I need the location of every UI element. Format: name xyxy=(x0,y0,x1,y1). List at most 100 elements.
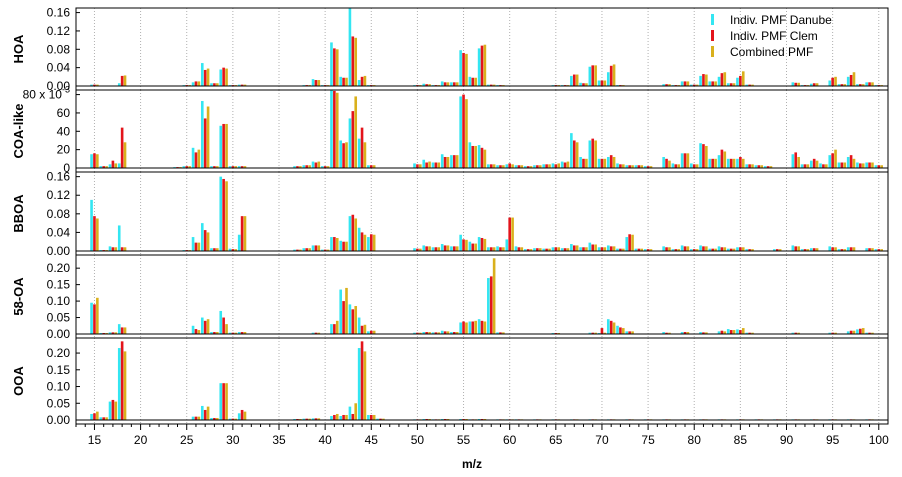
bar-combined-mz59 xyxy=(502,247,505,251)
bar-clem-mz98 xyxy=(859,84,862,86)
bar-combined-mz43 xyxy=(354,37,358,86)
y-tick-label: 60 xyxy=(57,106,71,120)
bar-clem-mz56 xyxy=(471,321,475,334)
bar-clem-mz91 xyxy=(794,82,798,86)
bar-danube-mz86 xyxy=(745,164,748,168)
bar-danube-mz77 xyxy=(662,156,665,168)
bar-clem-mz87 xyxy=(757,165,761,168)
bar-clem-mz37 xyxy=(296,249,299,251)
bar-combined-mz42 xyxy=(345,287,348,334)
bar-clem-mz44 xyxy=(360,325,364,334)
bar-combined-mz97 xyxy=(852,158,856,168)
bar-combined-mz71 xyxy=(612,322,616,334)
y-tick-label: 0 xyxy=(63,161,70,175)
bar-clem-mz51 xyxy=(425,246,428,251)
bar-combined-mz26 xyxy=(197,81,201,86)
bar-danube-mz28 xyxy=(210,332,213,334)
bar-clem-mz55 xyxy=(462,94,465,168)
panels: 0.00 0.04 0.08 0.12 0.16 HOA 0 20 40 60 80 x 10-3 C… xyxy=(11,6,889,427)
bar-combined-mz37 xyxy=(299,418,302,420)
bar-danube-mz40 xyxy=(320,249,324,251)
bar-combined-mz72 xyxy=(622,248,625,251)
bar-combined-mz54 xyxy=(455,332,459,334)
bar-combined-mz69 xyxy=(594,244,597,251)
bar-clem-mz99 xyxy=(868,82,871,86)
bar-clem-mz56 xyxy=(471,145,475,168)
bar-combined-mz45 xyxy=(372,414,376,420)
bar-clem-mz75 xyxy=(646,166,650,168)
bar-clem-mz80 xyxy=(692,164,696,168)
bar-combined-mz98 xyxy=(861,163,865,168)
bar-clem-mz41 xyxy=(333,237,336,251)
bar-danube-mz61 xyxy=(514,246,518,251)
bar-clem-mz91 xyxy=(794,152,798,168)
x-tick-label: 15 xyxy=(88,433,102,447)
bar-danube-mz69 xyxy=(588,242,592,251)
bar-clem-mz55 xyxy=(462,418,465,420)
bar-clem-mz43 xyxy=(351,36,355,86)
bar-danube-mz39 xyxy=(311,418,315,420)
bar-clem-mz43 xyxy=(351,214,355,251)
bar-combined-mz51 xyxy=(428,161,431,168)
bar-danube-mz63 xyxy=(533,165,536,168)
bar-combined-mz64 xyxy=(548,248,551,251)
bar-clem-mz84 xyxy=(729,248,733,251)
bar-combined-mz31 xyxy=(243,84,247,86)
bar-clem-mz42 xyxy=(342,77,345,86)
legend-label-clem: Indiv. PMF Clem xyxy=(730,29,818,43)
bar-clem-mz91 xyxy=(794,246,798,251)
panel-frame xyxy=(75,337,889,425)
bar-combined-mz42 xyxy=(345,241,348,251)
bar-danube-mz78 xyxy=(671,249,675,251)
bar-combined-mz73 xyxy=(631,331,634,334)
bar-combined-mz87 xyxy=(760,165,764,168)
bar-combined-mz44 xyxy=(363,234,367,251)
x-tick-label: 80 xyxy=(688,433,702,447)
bar-danube-mz44 xyxy=(357,80,361,86)
bar-combined-mz57 xyxy=(483,238,487,251)
bar-combined-mz56 xyxy=(474,77,477,86)
bar-danube-mz73 xyxy=(625,165,629,168)
x-tick-label: 20 xyxy=(134,433,148,447)
bar-danube-mz81 xyxy=(699,245,702,251)
bar-combined-mz50 xyxy=(419,332,422,334)
bar-clem-mz45 xyxy=(369,234,373,251)
bar-combined-mz51 xyxy=(428,246,431,251)
bar-danube-mz99 xyxy=(865,82,868,86)
bar-combined-mz97 xyxy=(852,247,856,251)
bar-combined-mz58 xyxy=(492,84,496,86)
bar-combined-mz83 xyxy=(723,151,727,168)
bar-clem-mz46 xyxy=(379,418,382,420)
bar-combined-mz38 xyxy=(308,165,311,168)
bar-danube-mz97 xyxy=(846,331,850,334)
bar-danube-mz96 xyxy=(837,162,841,168)
bar-danube-mz39 xyxy=(311,245,315,251)
y-tick-label: 0.12 xyxy=(47,188,71,202)
bar-danube-mz98 xyxy=(856,84,859,86)
bar-combined-mz51 xyxy=(428,84,431,86)
bar-clem-mz70 xyxy=(600,158,604,168)
bar-combined-mz85 xyxy=(741,247,745,251)
bar-danube-mz95 xyxy=(828,246,832,251)
bar-combined-mz27 xyxy=(206,68,210,86)
bar-combined-mz97 xyxy=(852,72,856,86)
bar-clem-mz72 xyxy=(619,327,622,334)
y-tick-label: 0.12 xyxy=(47,24,71,38)
bar-combined-mz77 xyxy=(668,84,671,86)
bar-danube-mz53 xyxy=(440,154,444,168)
bar-danube-mz26 xyxy=(191,147,195,168)
bar-danube-mz55 xyxy=(459,322,462,334)
bar-danube-mz25 xyxy=(182,166,186,168)
bar-combined-mz16 xyxy=(105,417,108,420)
bar-clem-mz37 xyxy=(296,166,299,168)
bar-danube-mz15 xyxy=(90,199,93,251)
bar-clem-mz84 xyxy=(729,330,733,334)
bar-danube-mz27 xyxy=(200,63,204,86)
bar-clem-mz26 xyxy=(194,81,198,86)
bar-combined-mz86 xyxy=(751,249,754,251)
bar-danube-mz89 xyxy=(773,249,776,251)
panel-label: COA-like xyxy=(11,104,26,159)
bar-combined-mz68 xyxy=(585,83,588,86)
bar-clem-mz30 xyxy=(231,332,235,334)
bar-clem-mz96 xyxy=(840,162,844,168)
